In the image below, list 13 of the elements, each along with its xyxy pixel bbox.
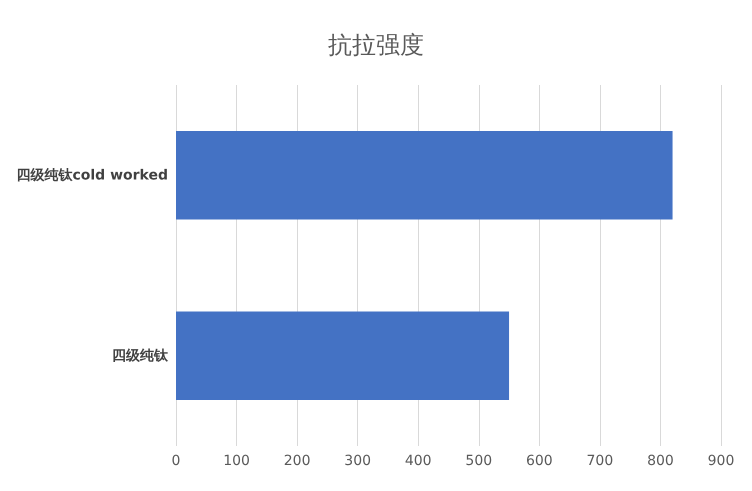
x-tick-label: 300 (344, 453, 372, 469)
y-tick-label: 四级纯钛 (112, 348, 169, 364)
y-tick-label: 四级纯钛cold worked (16, 167, 168, 184)
chart-title: 抗拉强度 (328, 31, 424, 59)
x-tick-label: 100 (223, 453, 250, 469)
x-tick-label: 200 (284, 453, 310, 469)
x-tick-label: 400 (404, 453, 432, 469)
x-tick-label: 600 (526, 453, 553, 469)
x-tick-label: 500 (465, 453, 492, 469)
x-tick-label: 800 (647, 453, 674, 469)
x-tick-label: 0 (172, 453, 180, 469)
x-tick-label: 700 (586, 453, 614, 469)
x-tick-label: 900 (708, 453, 734, 469)
